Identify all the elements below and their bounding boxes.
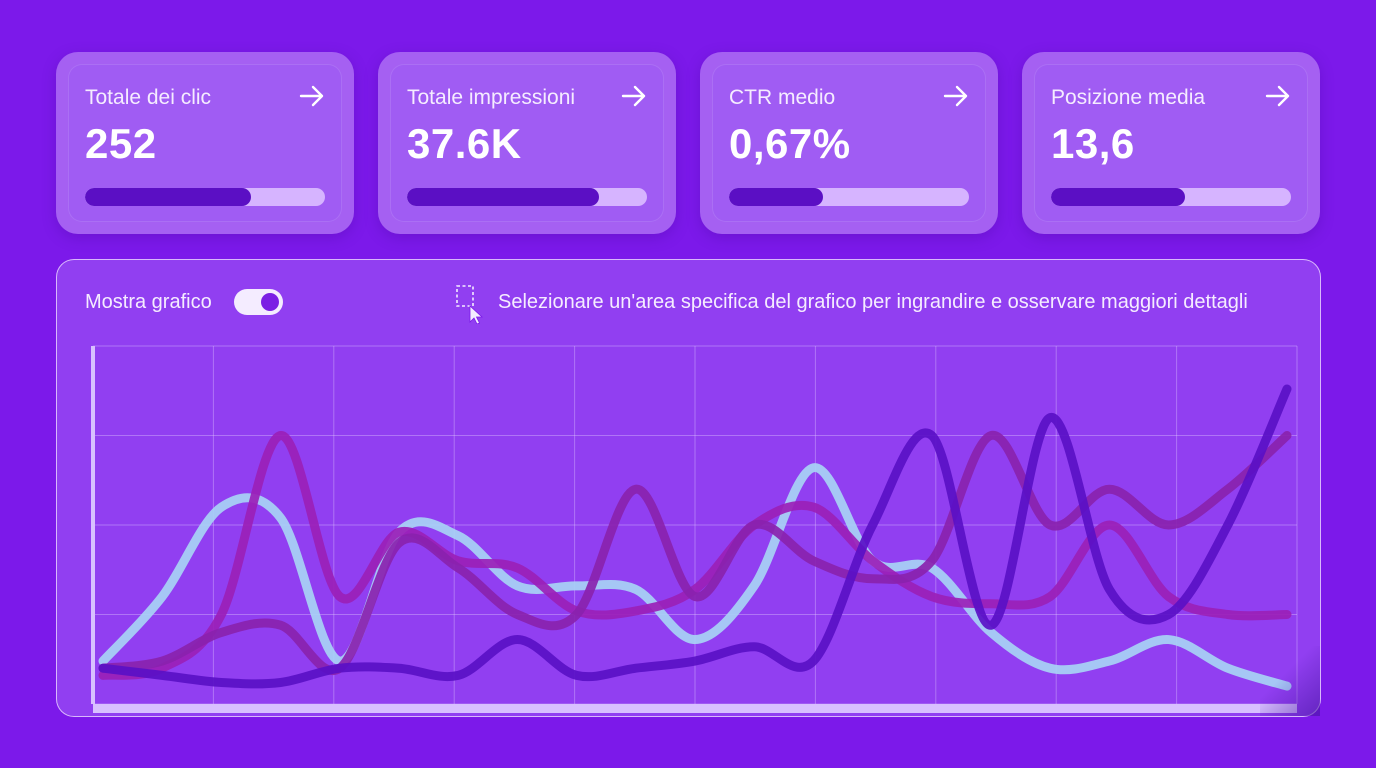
arrow-right-icon[interactable] <box>942 82 970 110</box>
card-average-ctr[interactable]: CTR medio 0,67% <box>700 52 998 234</box>
card-value: 0,67% <box>729 120 851 167</box>
card-total-clicks[interactable]: Totale dei clic 252 <box>56 52 354 234</box>
x-axis <box>93 704 1297 713</box>
progress-fill <box>1051 188 1186 206</box>
series-line-2[interactable] <box>98 431 1292 680</box>
toggle-knob <box>261 293 279 311</box>
progress-fill <box>85 188 251 206</box>
chart-panel: Mostra grafico Selezionare un'area speci… <box>56 259 1321 717</box>
card-title: CTR medio <box>729 86 836 109</box>
card-title: Posizione media <box>1051 86 1206 109</box>
arrow-right-icon[interactable] <box>620 82 648 110</box>
progress-fill <box>407 188 599 206</box>
card-value: 252 <box>85 120 157 167</box>
line-chart[interactable] <box>57 260 1319 715</box>
progress-track <box>407 188 647 206</box>
progress-track <box>85 188 325 206</box>
card-average-position[interactable]: Posizione media 13,6 <box>1022 52 1320 234</box>
show-chart-toggle[interactable] <box>234 289 283 315</box>
card-value: 13,6 <box>1051 120 1135 167</box>
zoom-hint: Selezionare un'area specifica del grafic… <box>498 291 1248 313</box>
progress-fill <box>729 188 823 206</box>
corner-shade <box>1260 646 1320 716</box>
card-inner: Totale impressioni 37.6K <box>390 64 664 222</box>
area-select-icon <box>456 285 484 324</box>
card-value: 37.6K <box>407 120 522 167</box>
card-inner: CTR medio 0,67% <box>712 64 986 222</box>
card-title: Totale impressioni <box>407 86 576 109</box>
card-title: Totale dei clic <box>85 86 212 109</box>
show-chart-label: Mostra grafico <box>85 291 212 313</box>
progress-track <box>1051 188 1291 206</box>
card-total-impressions[interactable]: Totale impressioni 37.6K <box>378 52 676 234</box>
progress-track <box>729 188 969 206</box>
series-line-4[interactable] <box>98 384 1292 689</box>
series-line-1[interactable] <box>98 463 1292 691</box>
card-inner: Totale dei clic 252 <box>68 64 342 222</box>
card-inner: Posizione media 13,6 <box>1034 64 1308 222</box>
arrow-right-icon[interactable] <box>298 82 326 110</box>
arrow-right-icon[interactable] <box>1264 82 1292 110</box>
metric-cards: Totale dei clic 252 Totale impressioni 3… <box>56 52 1322 236</box>
